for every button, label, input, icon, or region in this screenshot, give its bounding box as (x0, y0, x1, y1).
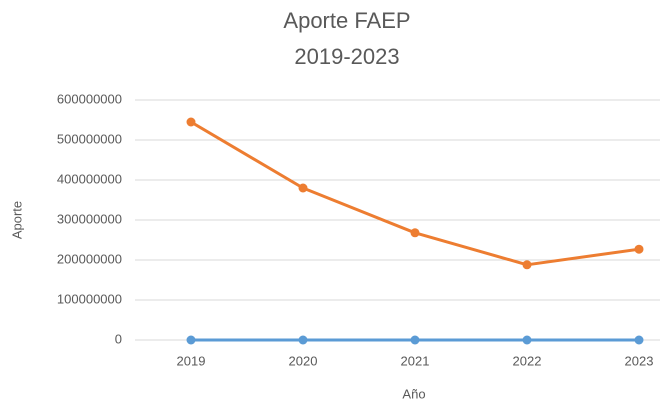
y-tick-label: 200000000 (57, 251, 122, 266)
x-axis-label: Año (402, 386, 425, 401)
x-tick-label: 2023 (625, 353, 654, 368)
x-tick-label: 2021 (401, 353, 430, 368)
x-tick-label: 2022 (513, 353, 542, 368)
series-line (190, 120, 640, 267)
point (634, 335, 644, 345)
y-tick-label: 500000000 (57, 131, 122, 146)
y-tick-label: 600000000 (57, 91, 122, 106)
y-tick-label: 0 (115, 331, 122, 346)
y-tick-label: 400000000 (57, 171, 122, 186)
point (522, 260, 532, 270)
point (298, 183, 308, 193)
x-tick-label: 2019 (177, 353, 206, 368)
chart-title: Aporte FAEP (283, 8, 410, 33)
point (186, 335, 196, 345)
point (186, 117, 196, 127)
point (410, 335, 420, 345)
y-tick-label: 300000000 (57, 211, 122, 226)
point (522, 335, 532, 345)
x-tick-label: 2020 (289, 353, 318, 368)
point (634, 244, 644, 254)
point (298, 335, 308, 345)
point (410, 228, 420, 238)
y-tick-label: 100000000 (57, 291, 122, 306)
y-axis-label: Aporte (9, 201, 24, 239)
chart-subtitle: 2019-2023 (294, 44, 399, 69)
